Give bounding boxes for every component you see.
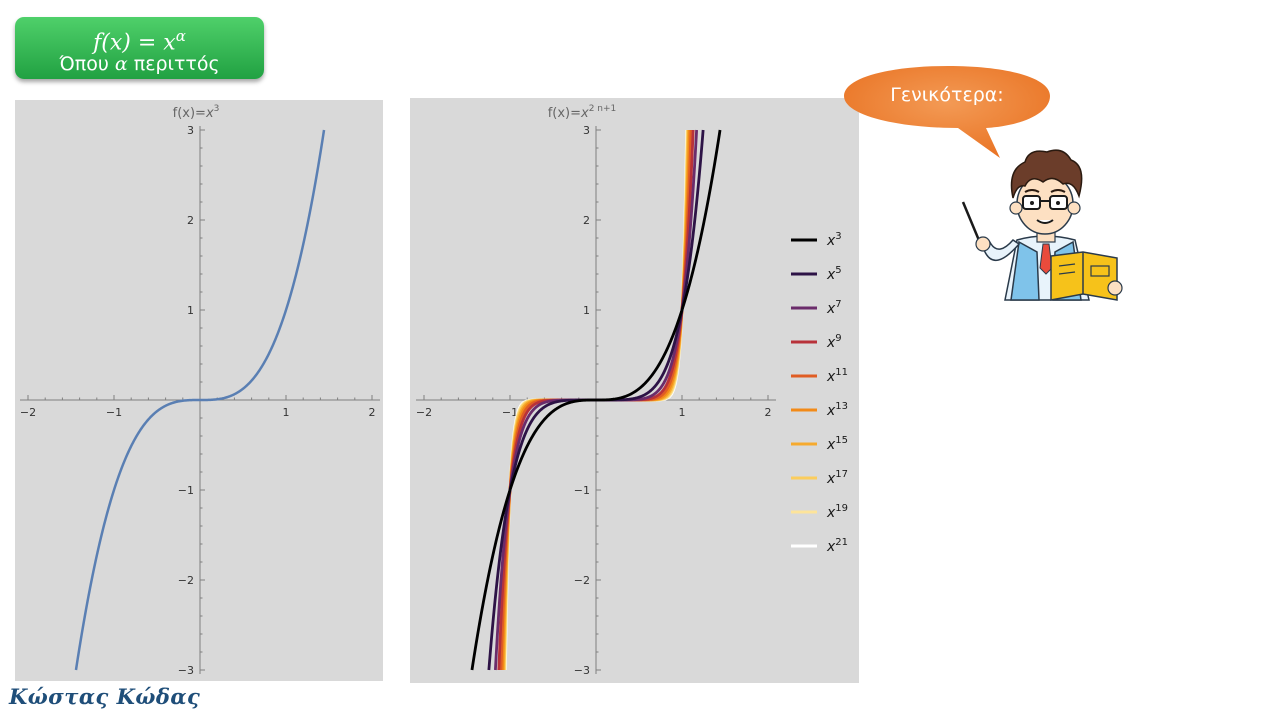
chart-1-y-tick-label: −2 xyxy=(178,574,194,587)
chart-1-title-exponent: 3 xyxy=(214,104,220,114)
chart-2-y-tick-label: 3 xyxy=(583,124,590,137)
title-box: f(x) = xα Όπου α περιττός xyxy=(15,17,264,79)
speech-bubble-text: Γενικότερα: xyxy=(890,84,1004,106)
chart-1-y-tick-label: 2 xyxy=(187,214,194,227)
chart-1-x-tick-label: −1 xyxy=(106,406,122,419)
title-subtitle: Όπου α περιττός xyxy=(15,53,264,75)
chart-2-legend-exponent: 3 xyxy=(835,231,841,242)
chart-2-legend-base: x xyxy=(826,437,836,453)
chart-1-x-tick-label: −2 xyxy=(20,406,36,419)
chart-2-legend-label: x13 xyxy=(826,401,848,419)
chart-2-legend-exponent: 9 xyxy=(835,333,841,344)
chart-2-legend-label: x7 xyxy=(826,299,842,317)
chart-2-legend-base: x xyxy=(826,233,836,249)
chart-2-series-line xyxy=(470,129,722,671)
chart-2-x-tick-label: −1 xyxy=(502,406,518,419)
chart-2-legend-label: x21 xyxy=(826,537,848,555)
chart-2-legend-base: x xyxy=(826,301,836,317)
chart-2-y-tick-label: 2 xyxy=(583,214,590,227)
chart-1-y-tick-label: 1 xyxy=(187,304,194,317)
chart-2-legend-exponent: 5 xyxy=(835,265,841,276)
subtitle-prefix: Όπου xyxy=(59,53,115,75)
chart-1-title-prefix: f(x)= xyxy=(173,106,206,121)
chart-cubic: f(x)=x3 −2 −1 1 2 −3 −2 −1 1 2 3 xyxy=(20,104,380,677)
chart-2-y-tick-label: −1 xyxy=(574,484,590,497)
chart-cubic-panel: f(x)=x3 −2 −1 1 2 −3 −2 −1 1 2 3 xyxy=(15,100,383,681)
chart-2-legend-base: x xyxy=(826,539,836,555)
chart-2-legend-label: x9 xyxy=(826,333,842,351)
chart-2-x-tick-label: 1 xyxy=(679,406,686,419)
chart-2-title-exponent: 2 n+1 xyxy=(589,104,617,114)
chart-2-y-tick-label: 1 xyxy=(583,304,590,317)
chart-1-y-tick-label: −3 xyxy=(178,664,194,677)
title-formula-main: f(x) = x xyxy=(93,30,176,56)
chart-2-title-base: x xyxy=(580,106,589,121)
chart-odd-powers-panel: f(x)=x2 n+1 −2 −1 1 2 −3 −2 −1 1 2 3 x3 x5 x7 x9 x11 x13… xyxy=(410,98,859,683)
subtitle-suffix: περιττός xyxy=(127,53,220,75)
chart-2-legend-base: x xyxy=(826,369,836,385)
chart-1-title-base: x xyxy=(205,106,214,121)
chart-2-legend-exponent: 7 xyxy=(835,299,841,310)
chart-2-title: f(x)=x2 n+1 xyxy=(548,104,617,121)
chart-2-y-tick-label: −2 xyxy=(574,574,590,587)
chart-2-legend-exponent: 11 xyxy=(835,367,848,378)
teacher-with-book-and-pointer-icon xyxy=(961,149,1123,301)
chart-2-legend-base: x xyxy=(826,471,836,487)
chart-odd-powers: f(x)=x2 n+1−2 −1 1 2−3−2−1123x3x5x7x9x11x13… xyxy=(416,104,848,677)
chart-2-legend-label: x5 xyxy=(826,265,842,283)
chart-2-legend-exponent: 13 xyxy=(835,401,848,412)
chart-1-title: f(x)=x3 xyxy=(173,104,220,121)
author-signature: Κώστας Κώδας xyxy=(9,684,201,709)
chart-1-series-line xyxy=(74,129,326,671)
chart-2-legend-label: x11 xyxy=(826,367,848,385)
chart-2-legend-label: x19 xyxy=(826,503,848,521)
chart-2-legend-base: x xyxy=(826,267,836,283)
chart-1-x-tick-label: 1 xyxy=(283,406,290,419)
chart-1-y-tick-label: 3 xyxy=(187,124,194,137)
chart-2-legend-label: x15 xyxy=(826,435,848,453)
chart-2-legend-base: x xyxy=(826,403,836,419)
chart-2-legend-exponent: 17 xyxy=(835,469,848,480)
chart-2-legend-exponent: 15 xyxy=(835,435,848,446)
chart-2-title-prefix: f(x)= xyxy=(548,106,581,121)
chart-2-legend-exponent: 19 xyxy=(835,503,848,514)
speech-bubble xyxy=(844,66,1050,158)
chart-1-y-tick-label: −1 xyxy=(178,484,194,497)
subtitle-variable: α xyxy=(114,53,128,75)
chart-2-y-tick-label: −3 xyxy=(574,664,590,677)
chart-2-legend-exponent: 21 xyxy=(835,537,848,548)
chart-1-x-tick-label: 2 xyxy=(369,406,376,419)
chart-2-legend-base: x xyxy=(826,335,836,351)
chart-2-x-tick-label: 2 xyxy=(765,406,772,419)
title-formula: f(x) = xα xyxy=(15,22,264,57)
chart-2-legend-base: x xyxy=(826,505,836,521)
chart-2-x-tick-label: −2 xyxy=(416,406,432,419)
chart-2-legend-label: x17 xyxy=(826,469,848,487)
title-formula-exponent: α xyxy=(175,27,186,45)
chart-2-legend-label: x3 xyxy=(826,231,842,249)
